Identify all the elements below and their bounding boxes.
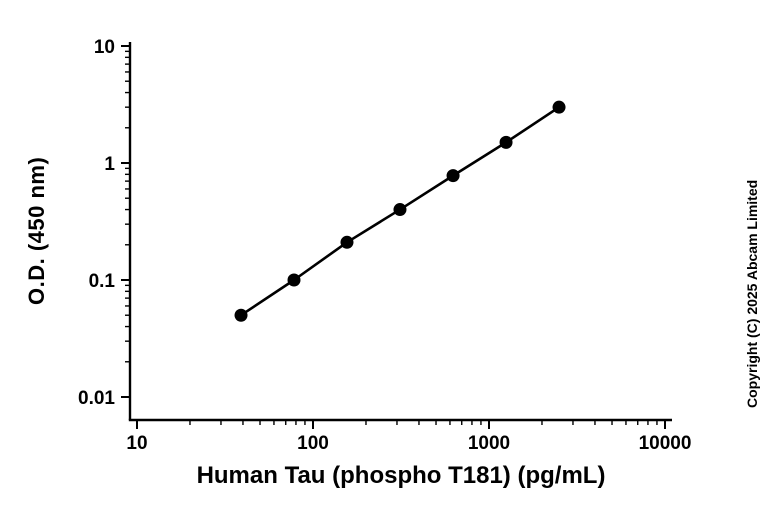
y-tick-label: 10 xyxy=(94,37,115,58)
data-point-marker xyxy=(446,169,460,183)
data-point-marker xyxy=(499,135,513,149)
x-axis-title: Human Tau (phospho T181) (pg/mL) xyxy=(196,462,606,489)
data-point-marker xyxy=(287,273,301,287)
x-tick-label: 10 xyxy=(126,433,147,454)
copyright-text: Copyright (C) 2025 Abcam Limited xyxy=(744,179,760,409)
data-point-marker xyxy=(234,308,248,322)
y-tick-label: 0.01 xyxy=(78,388,115,409)
data-point-marker xyxy=(340,235,354,249)
x-tick-label: 1000 xyxy=(468,433,510,454)
y-tick-label: 0.1 xyxy=(89,271,116,292)
x-tick-label: 10000 xyxy=(639,433,692,454)
data-point-marker xyxy=(393,203,407,217)
x-tick-label: 100 xyxy=(297,433,329,454)
y-axis-title: O.D. (450 nm) xyxy=(24,156,49,306)
data-point-marker xyxy=(552,100,566,114)
y-tick-label: 1 xyxy=(104,154,115,175)
